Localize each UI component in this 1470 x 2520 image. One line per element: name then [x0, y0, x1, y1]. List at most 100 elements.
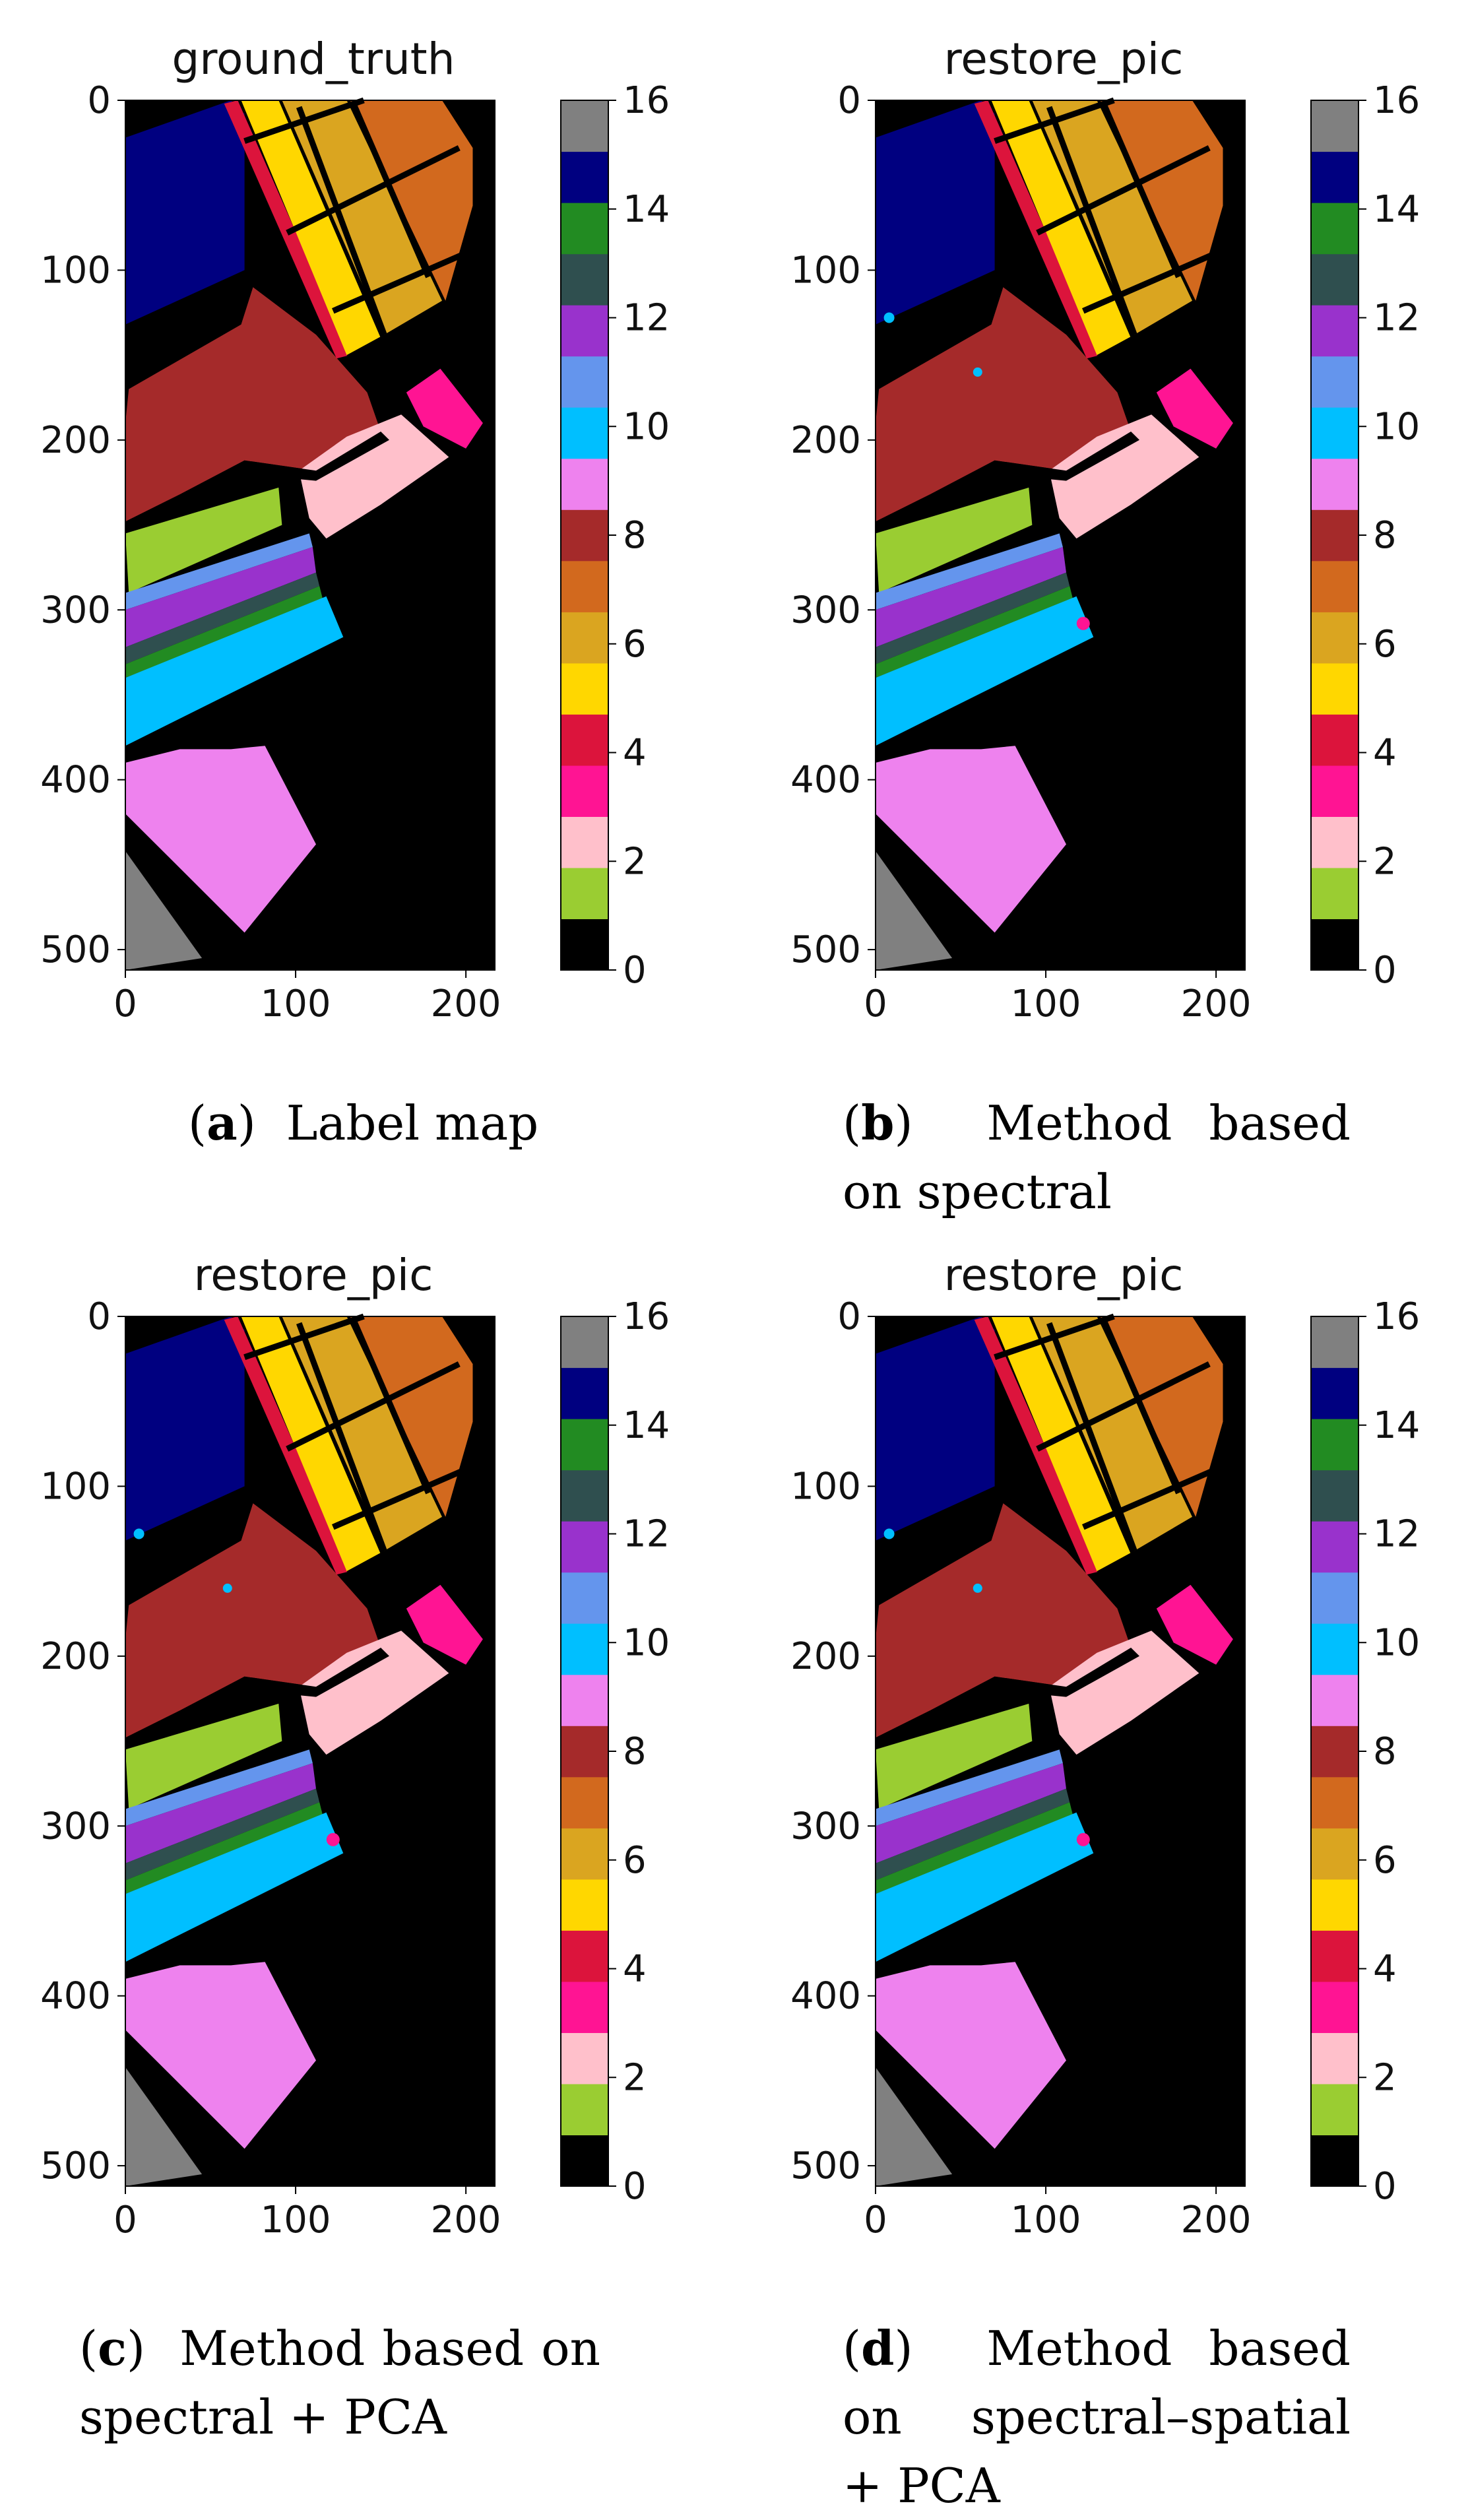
x-tick-label: 100 — [1011, 2199, 1081, 2242]
colorbar-segment — [1311, 1674, 1358, 1726]
colorbar-tick-label: 8 — [623, 514, 647, 557]
plot-frame — [875, 100, 1246, 971]
region-class-3 — [406, 1584, 483, 1665]
x-tick-label: 100 — [1011, 983, 1081, 1025]
caption-letter: c — [98, 2320, 127, 2376]
colorbar-segment — [561, 662, 608, 715]
colorbar-segment — [1311, 2083, 1358, 2135]
colorbar-segment — [1311, 1776, 1358, 1828]
caption-a: (a) Label map — [188, 1095, 539, 1151]
parcel-divider — [350, 1318, 431, 1495]
colorbar-segment — [561, 1776, 608, 1828]
colorbar-tick-label: 2 — [1373, 2056, 1397, 2099]
colorbar-segment — [561, 1828, 608, 1880]
x-tick-label: 100 — [261, 2199, 331, 2242]
parcel-divider — [296, 1322, 387, 1552]
region-class-11 — [125, 533, 313, 610]
region-class-7 — [1100, 100, 1223, 301]
colorbar: 0 2 4 6 8 10 12 14 16 — [560, 1295, 670, 2208]
x-tick-label: 100 — [261, 983, 331, 1025]
parcel-divider — [286, 145, 461, 236]
colorbar-segment — [1311, 356, 1358, 408]
colorbar-segment — [561, 816, 608, 868]
caption-text: Method based on spectral + PCA — [79, 2321, 600, 2445]
colorbar-segment — [1311, 919, 1358, 971]
caption-d: (d) Method based on spectral–spatial + P… — [843, 2320, 1351, 2513]
y-tick-label: 100 — [40, 1465, 111, 1508]
colorbar-segment — [1311, 407, 1358, 459]
misclassified-pixels — [129, 1320, 245, 1537]
region-class-7 — [1100, 1316, 1223, 1517]
caption-letter: a — [207, 1095, 238, 1151]
field-gap — [346, 1551, 398, 1588]
y-tick-label: 100 — [790, 249, 861, 292]
region-class-3 — [406, 368, 483, 449]
misclassified-pixels — [129, 1506, 374, 1731]
colorbar-segment — [561, 2135, 608, 2187]
y-tick-label: 200 — [790, 1635, 861, 1678]
colorbar-tick-label: 16 — [1373, 79, 1420, 122]
plot-frame — [875, 1316, 1246, 2187]
region-class-12 — [125, 547, 316, 647]
colorbar-segment — [561, 151, 608, 203]
y-tick-label: 300 — [40, 589, 111, 631]
plot-frame — [125, 1316, 495, 2187]
panel-title: restore_pic — [944, 34, 1184, 84]
colorbar-tick-label: 6 — [623, 1839, 647, 1882]
colorbar-tick-label: 12 — [1373, 297, 1420, 340]
region-class-5 — [991, 1316, 1132, 1572]
colorbar-tick-label: 4 — [623, 732, 647, 775]
colorbar-tick-label: 14 — [1373, 188, 1420, 231]
y-tick-label: 500 — [790, 2145, 861, 2187]
colorbar-tick-label: 12 — [623, 297, 670, 340]
caption-text: Method based on spectral–spatial + PCA — [843, 2321, 1351, 2513]
colorbar-tick-label: 12 — [1373, 1513, 1420, 1556]
region-class-10 — [125, 1812, 344, 1962]
field-gap — [1097, 1551, 1148, 1588]
parcel-divider — [332, 1466, 467, 1530]
colorbar-segment — [1311, 816, 1358, 868]
region-class-7 — [350, 1316, 473, 1517]
colorbar-segment — [1311, 714, 1358, 766]
parcel-divider — [1036, 1361, 1211, 1452]
x-tick-label: 0 — [113, 2199, 137, 2242]
misclassified-pixels — [1076, 1832, 1090, 1846]
colorbar-segment — [561, 1521, 608, 1573]
misclassified-pixels — [879, 290, 1124, 515]
field-gap — [346, 335, 398, 372]
misclassified-pixels — [222, 1583, 232, 1593]
colorbar-tick-label: 6 — [623, 623, 647, 666]
region-class-6 — [282, 1316, 442, 1551]
colorbar-segment — [1311, 1521, 1358, 1573]
region-class-10 — [125, 596, 344, 746]
x-tick-label: 200 — [1181, 2199, 1252, 2242]
colorbar: 0 2 4 6 8 10 12 14 16 — [1310, 79, 1420, 992]
colorbar-tick-label: 8 — [623, 1730, 647, 1773]
colorbar-segment — [561, 867, 608, 919]
colorbar-tick-label: 16 — [623, 79, 670, 122]
colorbar: 0 2 4 6 8 10 12 14 16 — [1310, 1295, 1420, 2208]
region-class-4 — [224, 100, 350, 359]
colorbar-tick-label: 14 — [623, 188, 670, 231]
colorbar-segment — [561, 765, 608, 817]
colorbar-tick-label: 10 — [1373, 1621, 1420, 1664]
colorbar-tick-label: 10 — [623, 405, 670, 448]
y-tick-label: 100 — [790, 1465, 861, 1508]
panel-title: restore_pic — [194, 1250, 433, 1301]
colorbar-tick-label: 10 — [1373, 405, 1420, 448]
region-class-4 — [974, 100, 1101, 359]
y-tick-label: 300 — [790, 1805, 861, 1848]
region-class-5 — [991, 100, 1132, 356]
colorbar-segment — [1311, 662, 1358, 715]
region-class-9 — [876, 1962, 1066, 2149]
colorbar-segment — [1311, 1828, 1358, 1880]
colorbar-segment — [561, 1470, 608, 1522]
colorbar-segment — [561, 1930, 608, 1982]
colorbar-tick-label: 8 — [1373, 514, 1397, 557]
colorbar-tick-label: 0 — [623, 2165, 647, 2208]
